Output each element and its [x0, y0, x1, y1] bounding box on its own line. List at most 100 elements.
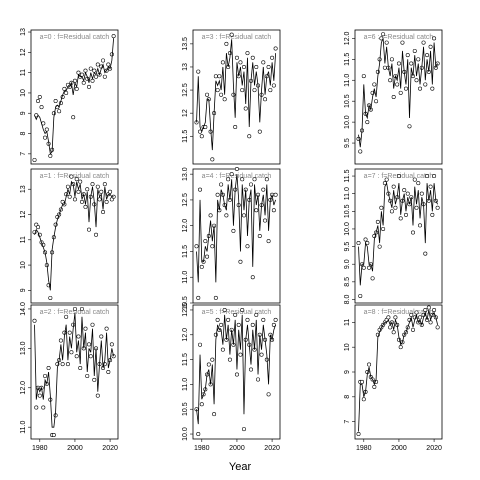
data-point	[97, 197, 102, 202]
data-point	[241, 213, 246, 218]
data-point	[46, 366, 51, 371]
data-point	[360, 379, 365, 384]
data-point	[94, 74, 99, 79]
y-tick-label: 10	[344, 343, 351, 351]
y-tick-label: 9	[20, 111, 27, 115]
data-point	[249, 367, 254, 372]
y-tick-label: 9.5	[344, 242, 351, 252]
y-tick-label: 9.0	[344, 259, 351, 269]
x-tick-label: 2000	[67, 445, 83, 452]
data-point	[252, 177, 257, 182]
data-point	[79, 199, 84, 204]
data-point	[250, 275, 255, 280]
panel-frame	[192, 29, 281, 165]
y-tick-label: 9	[20, 288, 27, 292]
data-point	[435, 205, 440, 210]
data-point	[37, 393, 42, 398]
data-point	[199, 402, 204, 407]
data-point	[423, 251, 428, 256]
data-point	[414, 310, 419, 315]
data-point	[233, 312, 238, 317]
data-point	[222, 307, 227, 312]
data-point	[254, 312, 259, 317]
data-point	[85, 187, 90, 192]
data-point	[245, 317, 250, 322]
data-point	[92, 377, 97, 382]
data-point	[425, 53, 430, 58]
data-point	[423, 82, 428, 87]
data-point	[261, 187, 266, 192]
data-point	[386, 315, 391, 320]
data-point	[215, 192, 220, 197]
data-point	[76, 334, 81, 339]
data-point	[58, 338, 63, 343]
data-point	[261, 60, 266, 65]
data-point	[64, 314, 69, 319]
data-point	[423, 307, 428, 312]
data-point	[367, 265, 372, 270]
y-tick-label: 13.0	[182, 167, 189, 181]
data-point	[44, 127, 49, 132]
data-point	[199, 134, 204, 139]
data-point	[418, 315, 423, 320]
data-point	[403, 86, 408, 91]
fit-line	[34, 180, 114, 291]
data-point	[108, 189, 113, 194]
data-point	[76, 70, 81, 75]
panel-title: a=5 : f=Residual catch	[202, 309, 272, 316]
data-point	[234, 372, 239, 377]
panel-title: a=0 : f=Residual catch	[40, 34, 110, 41]
data-point	[231, 228, 236, 233]
data-point	[400, 40, 405, 45]
data-point	[250, 322, 255, 327]
data-point	[198, 342, 203, 347]
data-point	[264, 177, 269, 182]
fit-line	[196, 174, 276, 283]
data-point	[199, 264, 204, 269]
data-point	[229, 172, 234, 177]
y-tick-label: 11	[344, 319, 351, 326]
data-point	[259, 352, 264, 357]
x-tick-label: 2020	[426, 445, 442, 452]
data-point	[273, 317, 278, 322]
data-point	[405, 191, 410, 196]
data-point	[224, 213, 229, 218]
data-point	[361, 265, 366, 270]
data-point	[53, 99, 58, 104]
y-tick-label: 10.0	[344, 115, 351, 129]
data-point	[384, 177, 389, 182]
data-point	[361, 397, 366, 402]
data-point	[83, 326, 88, 331]
data-point	[428, 320, 433, 325]
panel-title: a=8 : f=Residual catch	[364, 309, 434, 316]
data-point	[231, 92, 236, 97]
data-point	[428, 44, 433, 49]
data-point	[220, 60, 225, 65]
data-point	[426, 305, 431, 310]
data-point	[219, 92, 224, 97]
data-point	[210, 157, 215, 162]
fit-line	[196, 314, 276, 425]
data-point	[370, 276, 375, 281]
data-point	[358, 149, 363, 154]
panel-frame	[354, 29, 443, 165]
data-point	[88, 66, 93, 71]
data-point	[263, 97, 268, 102]
data-point	[222, 97, 227, 102]
data-point	[208, 213, 213, 218]
data-point	[393, 205, 398, 210]
panel-title: a=6 : f=Residual catch	[364, 34, 434, 41]
data-point	[356, 432, 361, 437]
data-point	[226, 317, 231, 322]
data-point	[409, 61, 414, 66]
data-point	[254, 64, 259, 69]
data-point	[243, 106, 248, 111]
data-point	[241, 64, 246, 69]
data-point	[254, 208, 259, 213]
data-point	[95, 62, 100, 67]
y-tick-label: 10.0	[182, 427, 189, 441]
data-point	[374, 99, 379, 104]
data-point	[212, 412, 217, 417]
data-point	[252, 88, 257, 93]
fit-line	[196, 39, 277, 151]
